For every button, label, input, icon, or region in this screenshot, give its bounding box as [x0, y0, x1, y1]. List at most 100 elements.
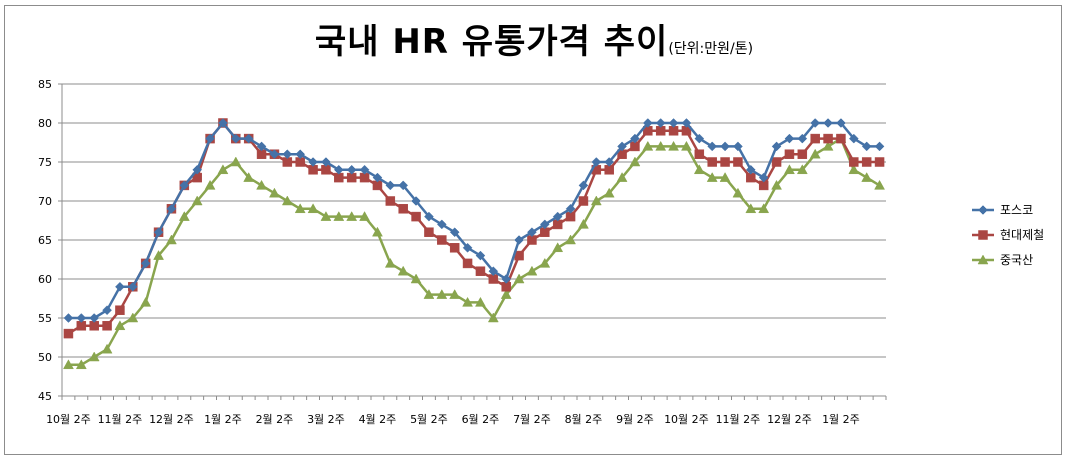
data-point	[101, 343, 113, 354]
data-point	[603, 187, 615, 198]
data-point	[256, 141, 267, 152]
data-point	[861, 157, 872, 167]
data-point	[552, 211, 563, 222]
data-point	[796, 164, 808, 175]
data-point	[89, 313, 100, 323]
data-point	[488, 266, 499, 277]
data-point	[694, 133, 705, 144]
data-point	[694, 149, 705, 159]
data-point	[822, 140, 834, 151]
data-point	[127, 312, 139, 323]
data-point	[411, 196, 421, 206]
data-point	[153, 227, 164, 238]
data-point	[733, 157, 743, 167]
data-point	[320, 211, 332, 221]
data-point	[848, 164, 860, 175]
data-point	[397, 265, 409, 276]
legend-marker	[978, 230, 988, 240]
y-tick-label: 80	[38, 117, 52, 130]
x-tick-label: 1월 2주	[204, 413, 242, 426]
data-point	[243, 172, 255, 182]
x-tick-label: 2월 2주	[256, 413, 294, 426]
series-line	[67, 121, 880, 335]
y-tick-label: 60	[38, 273, 52, 286]
data-point	[127, 281, 138, 292]
data-point	[578, 218, 589, 229]
y-tick-label: 45	[38, 390, 52, 403]
data-point	[616, 172, 628, 182]
data-point	[191, 195, 203, 206]
data-point	[655, 140, 667, 151]
legend-label: 중국산	[1000, 253, 1033, 267]
x-tick-label: 10월 2주	[46, 413, 91, 426]
data-point	[604, 157, 615, 167]
data-point	[475, 266, 486, 276]
data-point	[295, 149, 306, 160]
data-point	[565, 234, 576, 245]
data-point	[346, 211, 358, 221]
data-point	[462, 242, 473, 253]
data-point	[874, 157, 885, 167]
data-point	[771, 141, 782, 152]
y-tick-label: 70	[38, 195, 52, 208]
series-line	[68, 121, 880, 320]
data-point	[63, 313, 74, 323]
data-point	[823, 133, 833, 144]
x-tick-label: 11월 2주	[98, 413, 143, 426]
legend-entry: 현대제철	[972, 228, 1044, 242]
x-tick-label: 11월 2주	[716, 413, 761, 426]
data-point	[849, 157, 859, 167]
data-point	[733, 141, 743, 152]
legend-entry: 포스코	[972, 203, 1033, 217]
data-point	[269, 149, 280, 160]
data-point	[372, 226, 383, 237]
data-point	[102, 305, 112, 316]
data-point	[706, 172, 718, 182]
x-tick-label: 12월 2주	[149, 413, 194, 426]
data-point	[384, 257, 396, 268]
series-2	[63, 118, 885, 339]
data-point	[63, 359, 74, 370]
data-point	[578, 196, 589, 206]
x-tick-label: 6월 2주	[462, 413, 500, 426]
data-point	[462, 258, 473, 269]
data-point	[410, 273, 422, 284]
data-point	[449, 289, 461, 299]
data-point	[166, 234, 177, 245]
data-point	[282, 149, 293, 160]
data-point	[861, 172, 873, 182]
x-tick-label: 4월 2주	[359, 413, 397, 426]
data-point	[204, 179, 216, 190]
data-point	[836, 118, 846, 128]
data-point	[385, 180, 396, 191]
data-point	[758, 203, 770, 214]
y-tick-label: 75	[38, 156, 52, 169]
data-point	[217, 164, 229, 175]
data-point	[294, 203, 306, 214]
data-point	[668, 140, 679, 151]
data-point	[591, 157, 602, 167]
data-point	[63, 328, 74, 339]
data-point	[76, 313, 87, 323]
data-point	[178, 211, 190, 221]
data-point	[230, 156, 242, 167]
data-point	[681, 140, 692, 151]
data-point	[861, 141, 872, 152]
data-point	[153, 250, 164, 260]
data-point	[707, 141, 718, 152]
data-point	[359, 164, 370, 175]
data-point	[874, 179, 885, 190]
data-point	[539, 257, 551, 268]
legend-entry: 중국산	[972, 253, 1033, 267]
data-point	[629, 156, 641, 167]
data-point	[590, 195, 602, 206]
data-point	[681, 118, 692, 128]
data-point	[784, 149, 795, 159]
data-point	[88, 351, 100, 362]
data-point	[810, 118, 821, 128]
data-point	[513, 273, 525, 284]
x-tick-label: 7월 2주	[513, 413, 551, 426]
data-point	[218, 118, 228, 128]
data-point	[514, 235, 524, 245]
